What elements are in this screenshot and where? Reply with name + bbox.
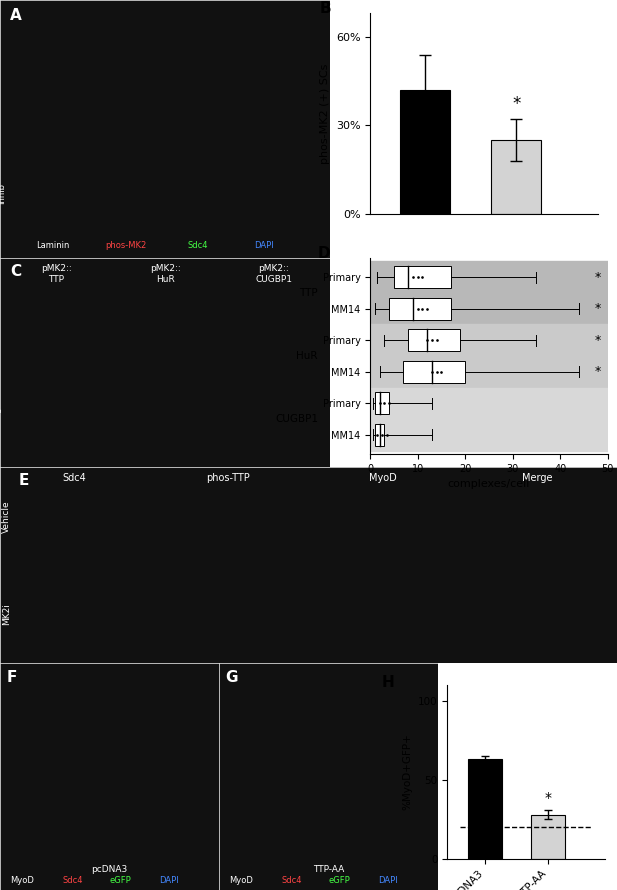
Text: Sdc4: Sdc4 [62,473,86,483]
Text: F: F [7,670,17,685]
Text: CUGBP1: CUGBP1 [275,414,318,425]
Bar [370,262,608,325]
Bar [375,392,389,415]
Text: Laminin: Laminin [36,241,70,250]
Bar [531,814,565,859]
Bar [408,329,460,352]
Text: B: B [320,1,331,16]
Text: p38α/β
Inhib: p38α/β Inhib [0,179,6,208]
Text: Sdc4: Sdc4 [62,876,83,886]
Y-axis label: %MyoD+GFP+: %MyoD+GFP+ [402,733,412,811]
Text: MyoD: MyoD [10,876,34,886]
Bar [375,424,384,446]
Text: *: * [595,271,602,284]
Text: pMK2::
HuR: pMK2:: HuR [150,264,180,285]
Text: pMK2::
TTP: pMK2:: TTP [41,264,72,285]
Text: eGFP: eGFP [110,876,131,886]
Bar [394,266,451,288]
Text: MyoD: MyoD [229,876,253,886]
Text: DAPI: DAPI [378,876,397,886]
Text: A: A [10,8,22,23]
Text: DAPI: DAPI [254,241,274,250]
Text: eGFP: eGFP [329,876,350,886]
Text: H: H [381,675,394,690]
Bar [468,759,502,859]
Text: PLA: PLA [0,302,1,319]
Text: C: C [10,264,21,279]
Y-axis label: phos-MK2 (+) SCs: phos-MK2 (+) SCs [320,63,330,164]
Bar [370,325,608,387]
Text: Merge: Merge [521,473,552,483]
Text: TTP: TTP [299,287,318,298]
Text: E: E [19,473,29,488]
Text: Merge: Merge [0,400,1,429]
Bar [491,140,542,214]
Text: Control: Control [0,48,1,81]
Bar [404,360,465,383]
Text: D: D [318,247,331,262]
Text: G: G [226,670,238,685]
Text: *: * [512,95,521,113]
Text: *: * [595,365,602,378]
Text: HuR: HuR [296,351,318,361]
Text: *: * [595,334,602,347]
X-axis label: complexes/cell: complexes/cell [448,479,530,490]
Text: pMK2::
CUGBP1: pMK2:: CUGBP1 [255,264,292,285]
Text: DAPI: DAPI [159,876,178,886]
Text: MyoD: MyoD [369,473,396,483]
Text: Sdc4: Sdc4 [281,876,302,886]
Bar [370,387,608,450]
Text: MK2i: MK2i [2,603,10,625]
Text: phos-MK2: phos-MK2 [105,241,146,250]
Bar [400,90,450,214]
Text: TTP-AA: TTP-AA [313,865,344,874]
Text: *: * [545,791,552,805]
Bar [389,297,451,320]
Text: phos-TTP: phos-TTP [207,473,250,483]
Text: pcDNA3: pcDNA3 [91,865,128,874]
Text: Vehicle: Vehicle [2,500,10,532]
Legend: Control, p38α/β Inhibitor: Control, p38α/β Inhibitor [426,283,542,319]
Text: *: * [595,302,602,315]
Text: Sdc4: Sdc4 [188,241,209,250]
